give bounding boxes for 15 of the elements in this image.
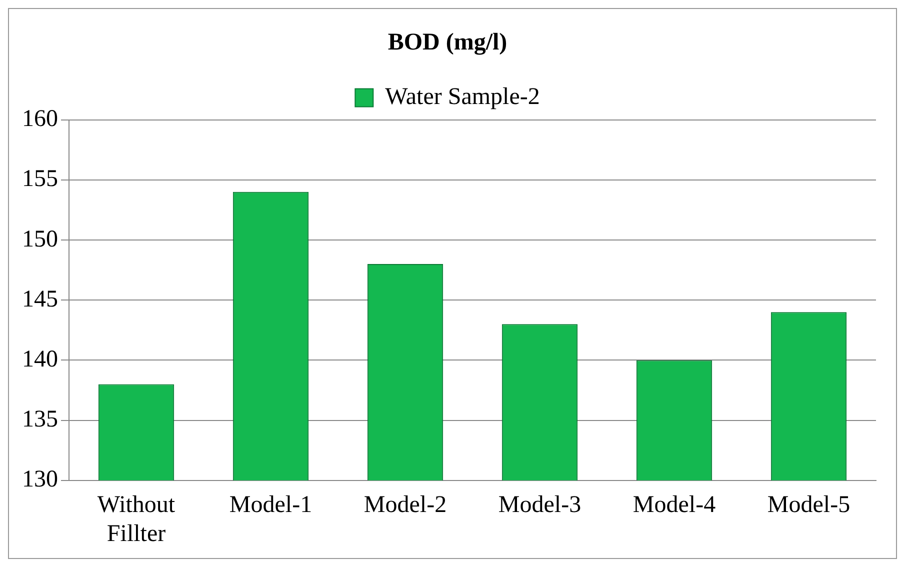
x-tick-label: Without Fillter (97, 492, 176, 547)
y-tick-label: 155 (22, 166, 58, 192)
x-tick-label: Model-1 (229, 492, 312, 518)
y-tick-label: 150 (22, 226, 58, 252)
x-tick-label: Model-4 (632, 492, 716, 518)
y-tick-label: 130 (22, 466, 58, 493)
y-tick-label: 145 (22, 286, 58, 312)
legend-label: Water Sample-2 (385, 84, 540, 110)
x-tick-label: Model-2 (364, 492, 447, 518)
y-tick-label: 140 (22, 346, 58, 372)
y-tick-label: 135 (22, 406, 58, 433)
chart-title: BOD (mg/l) (388, 30, 508, 56)
x-tick-label: Model-5 (767, 492, 850, 518)
x-tick-label: Model-3 (498, 492, 582, 518)
y-tick-label: 160 (22, 106, 58, 132)
